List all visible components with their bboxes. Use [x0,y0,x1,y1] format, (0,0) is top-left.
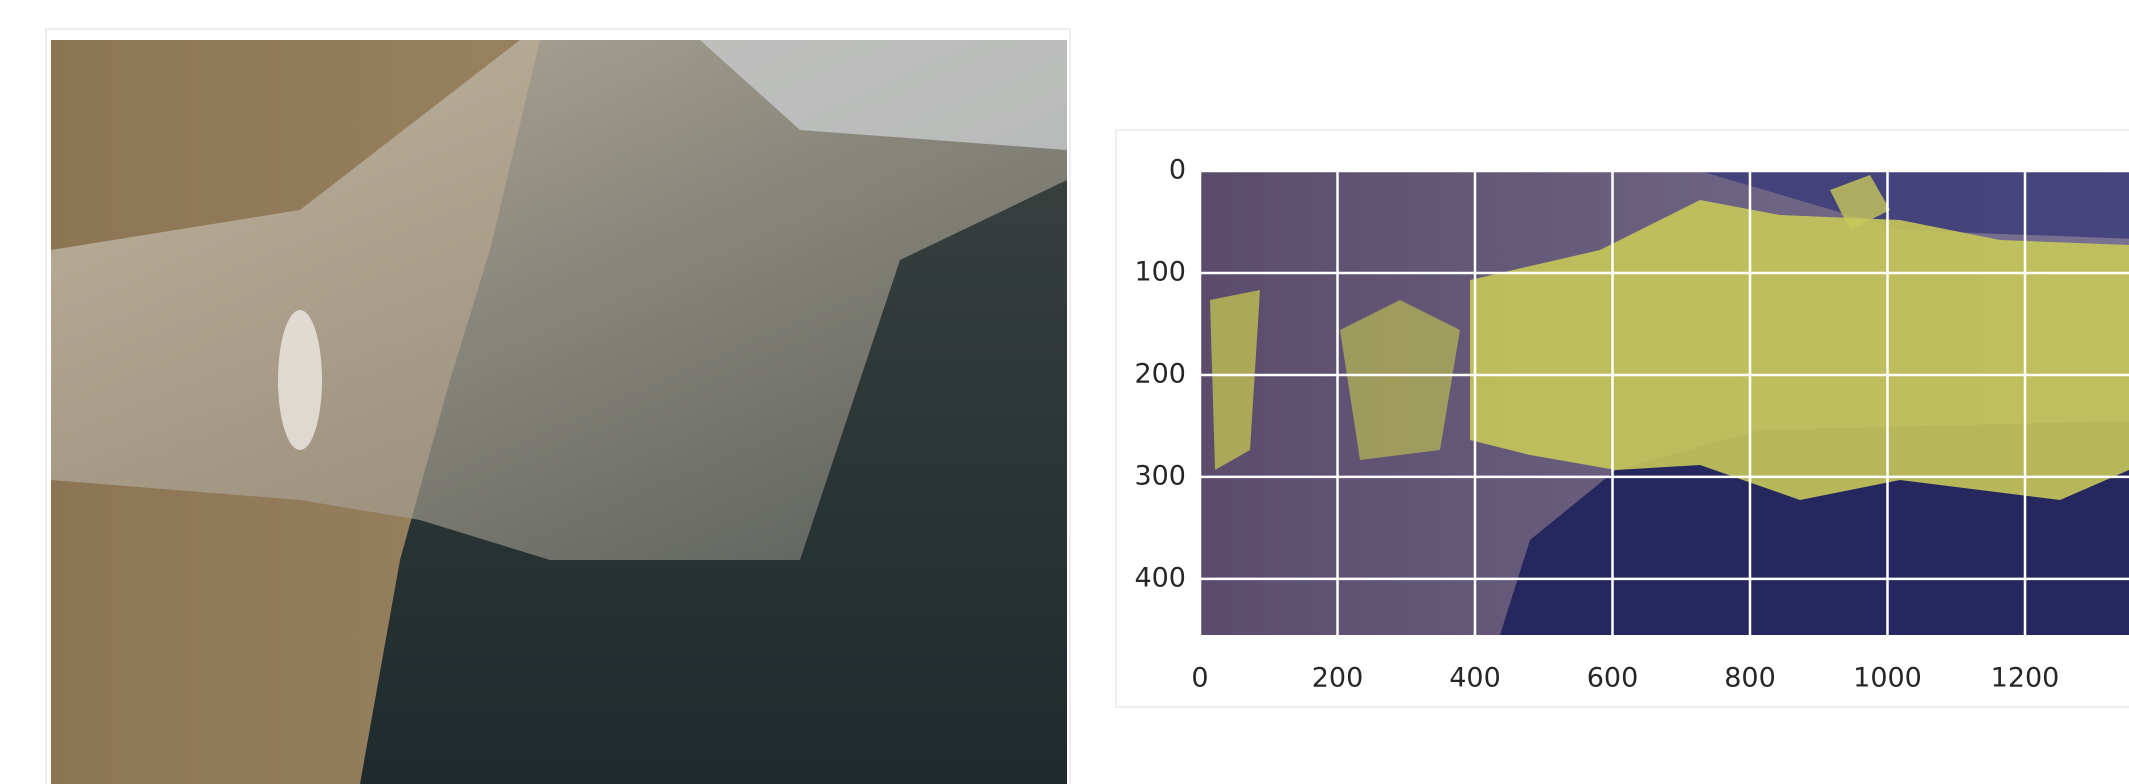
bright-spot [278,310,322,450]
satellite-image [51,40,1067,784]
x-tick-label: 1200 [1991,663,2060,694]
y-tick-label: 100 [1134,256,1186,287]
x-tick-label: 0 [1191,663,1208,694]
x-tick-label: 800 [1724,663,1776,694]
masked-image [1200,171,2129,635]
notebook-output: 02004006008001000120014000100200300400 [0,0,2129,784]
page: 02004006008001000120014000100200300400 (… [0,0,2129,784]
y-tick-label: 0 [1169,155,1186,186]
x-tick-label: 200 [1312,663,1364,694]
y-tick-label: 300 [1134,460,1186,491]
x-tick-label: 1000 [1853,663,1922,694]
mask-region [1340,300,1460,460]
x-tick-label: 400 [1449,663,1501,694]
y-tick-label: 400 [1134,562,1186,593]
y-tick-label: 200 [1134,358,1186,389]
x-tick-label: 600 [1587,663,1639,694]
